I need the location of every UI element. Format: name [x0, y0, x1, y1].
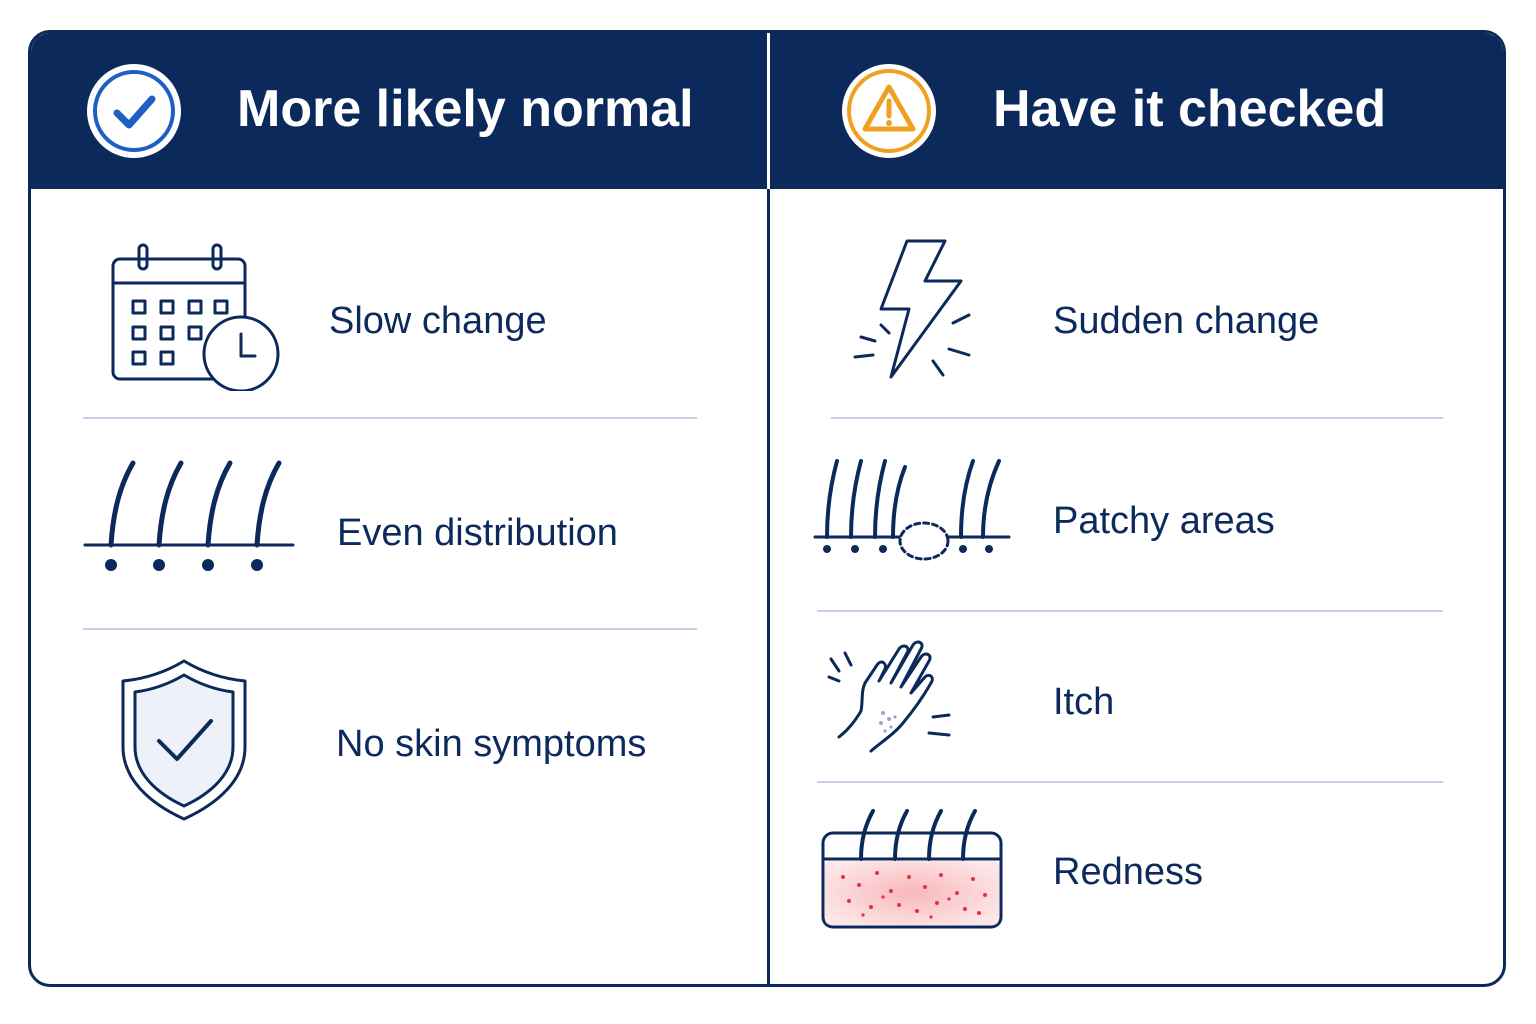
lightning-bolt-icon — [849, 237, 979, 383]
item-no-skin-symptoms: No skin symptoms — [336, 723, 647, 765]
row-separator — [817, 781, 1443, 783]
item-sudden-change: Sudden change — [1053, 300, 1320, 342]
comparison-card: More likely normal Have it checked — [28, 30, 1506, 987]
patchy-hair-icon — [813, 457, 1013, 567]
item-redness: Redness — [1053, 851, 1203, 893]
column-divider — [767, 33, 770, 984]
item-even-distribution: Even distribution — [337, 512, 618, 554]
item-itch: Itch — [1053, 681, 1115, 723]
row-separator — [83, 417, 697, 419]
hair-follicles-icon — [83, 459, 298, 575]
row-separator — [831, 417, 1443, 419]
calendar-clock-icon — [109, 241, 284, 391]
normal-column-title: More likely normal — [237, 80, 694, 138]
scratching-hand-icon — [825, 625, 959, 759]
item-patchy-areas: Patchy areas — [1053, 500, 1275, 542]
row-separator — [83, 628, 697, 630]
header-divider — [767, 33, 770, 189]
row-separator — [817, 610, 1443, 612]
shield-check-icon — [119, 657, 249, 822]
check-column-title: Have it checked — [993, 80, 1387, 138]
item-slow-change: Slow change — [329, 300, 547, 342]
check-circle-icon — [86, 63, 182, 159]
red-skin-icon — [819, 807, 1005, 933]
warning-triangle-icon — [841, 63, 937, 159]
